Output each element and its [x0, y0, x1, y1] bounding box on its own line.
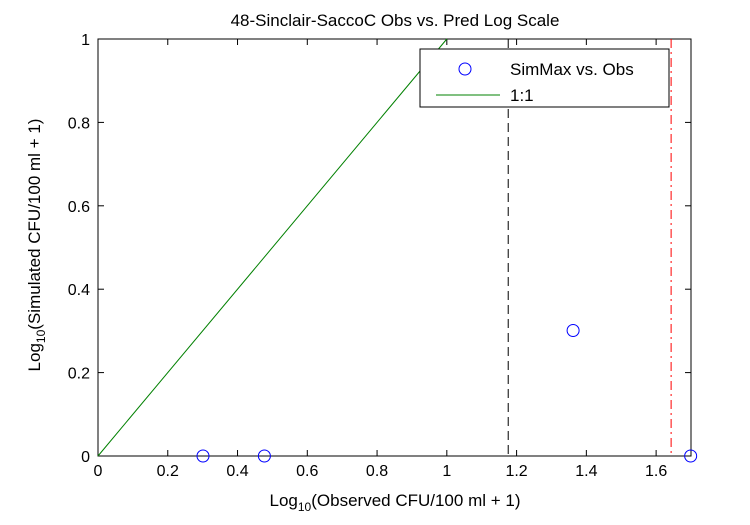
chart-title: 48-Sinclair-SaccoC Obs vs. Pred Log Scal… — [231, 11, 560, 30]
series-line-1-1 — [97, 38, 448, 457]
x-axis-label-subscript: 10 — [298, 500, 312, 514]
y-tick-label: 0.4 — [68, 282, 90, 299]
x-tick-label: 1.2 — [505, 463, 527, 480]
data-point — [566, 323, 580, 337]
y-tick-label: 0 — [81, 449, 90, 466]
x-tick-label: 1 — [442, 463, 451, 480]
y-axis-label-prefix: Log — [25, 343, 44, 371]
y-tick-label: 1 — [81, 32, 90, 49]
x-tick-label: 0.6 — [296, 463, 318, 480]
x-tick-label: 0.4 — [226, 463, 248, 480]
x-tick-label: 1.6 — [645, 463, 667, 480]
legend-box — [419, 48, 670, 108]
plot-area: 0 0.2 0.4 0.6 0.8 1 1.2 1.4 1.6 0 0.2 0.4 0.6 0.8 1 Sim… — [68, 32, 698, 480]
x-tick-label: 0.8 — [366, 463, 388, 480]
plot-frame — [97, 38, 692, 457]
x-tick-label: 0 — [94, 463, 103, 480]
y-axis-label-rest: (Simulated CFU/100 ml + 1) — [25, 119, 44, 330]
legend-marker-swatch — [458, 62, 472, 76]
y-axis-label: Log10(Simulated CFU/100 ml + 1) — [25, 119, 48, 372]
x-tick-label: 1.4 — [575, 463, 597, 480]
x-axis-label-prefix: Log — [270, 491, 298, 510]
x-axis-label: Log10(Observed CFU/100 ml + 1) — [270, 491, 521, 514]
data-point — [196, 449, 210, 463]
x-axis-label-rest: (Observed CFU/100 ml + 1) — [311, 491, 520, 510]
y-tick-label: 0.6 — [68, 199, 90, 216]
y-tick-label: 0.8 — [68, 115, 90, 132]
y-tick-label: 0.2 — [68, 366, 90, 383]
y-axis-label-subscript: 10 — [34, 329, 48, 343]
legend-entry-label: SimMax vs. Obs — [510, 60, 634, 79]
data-point — [684, 449, 698, 463]
legend-entry-label: 1:1 — [510, 86, 534, 105]
x-tick-label: 0.2 — [157, 463, 179, 480]
data-point — [257, 449, 271, 463]
